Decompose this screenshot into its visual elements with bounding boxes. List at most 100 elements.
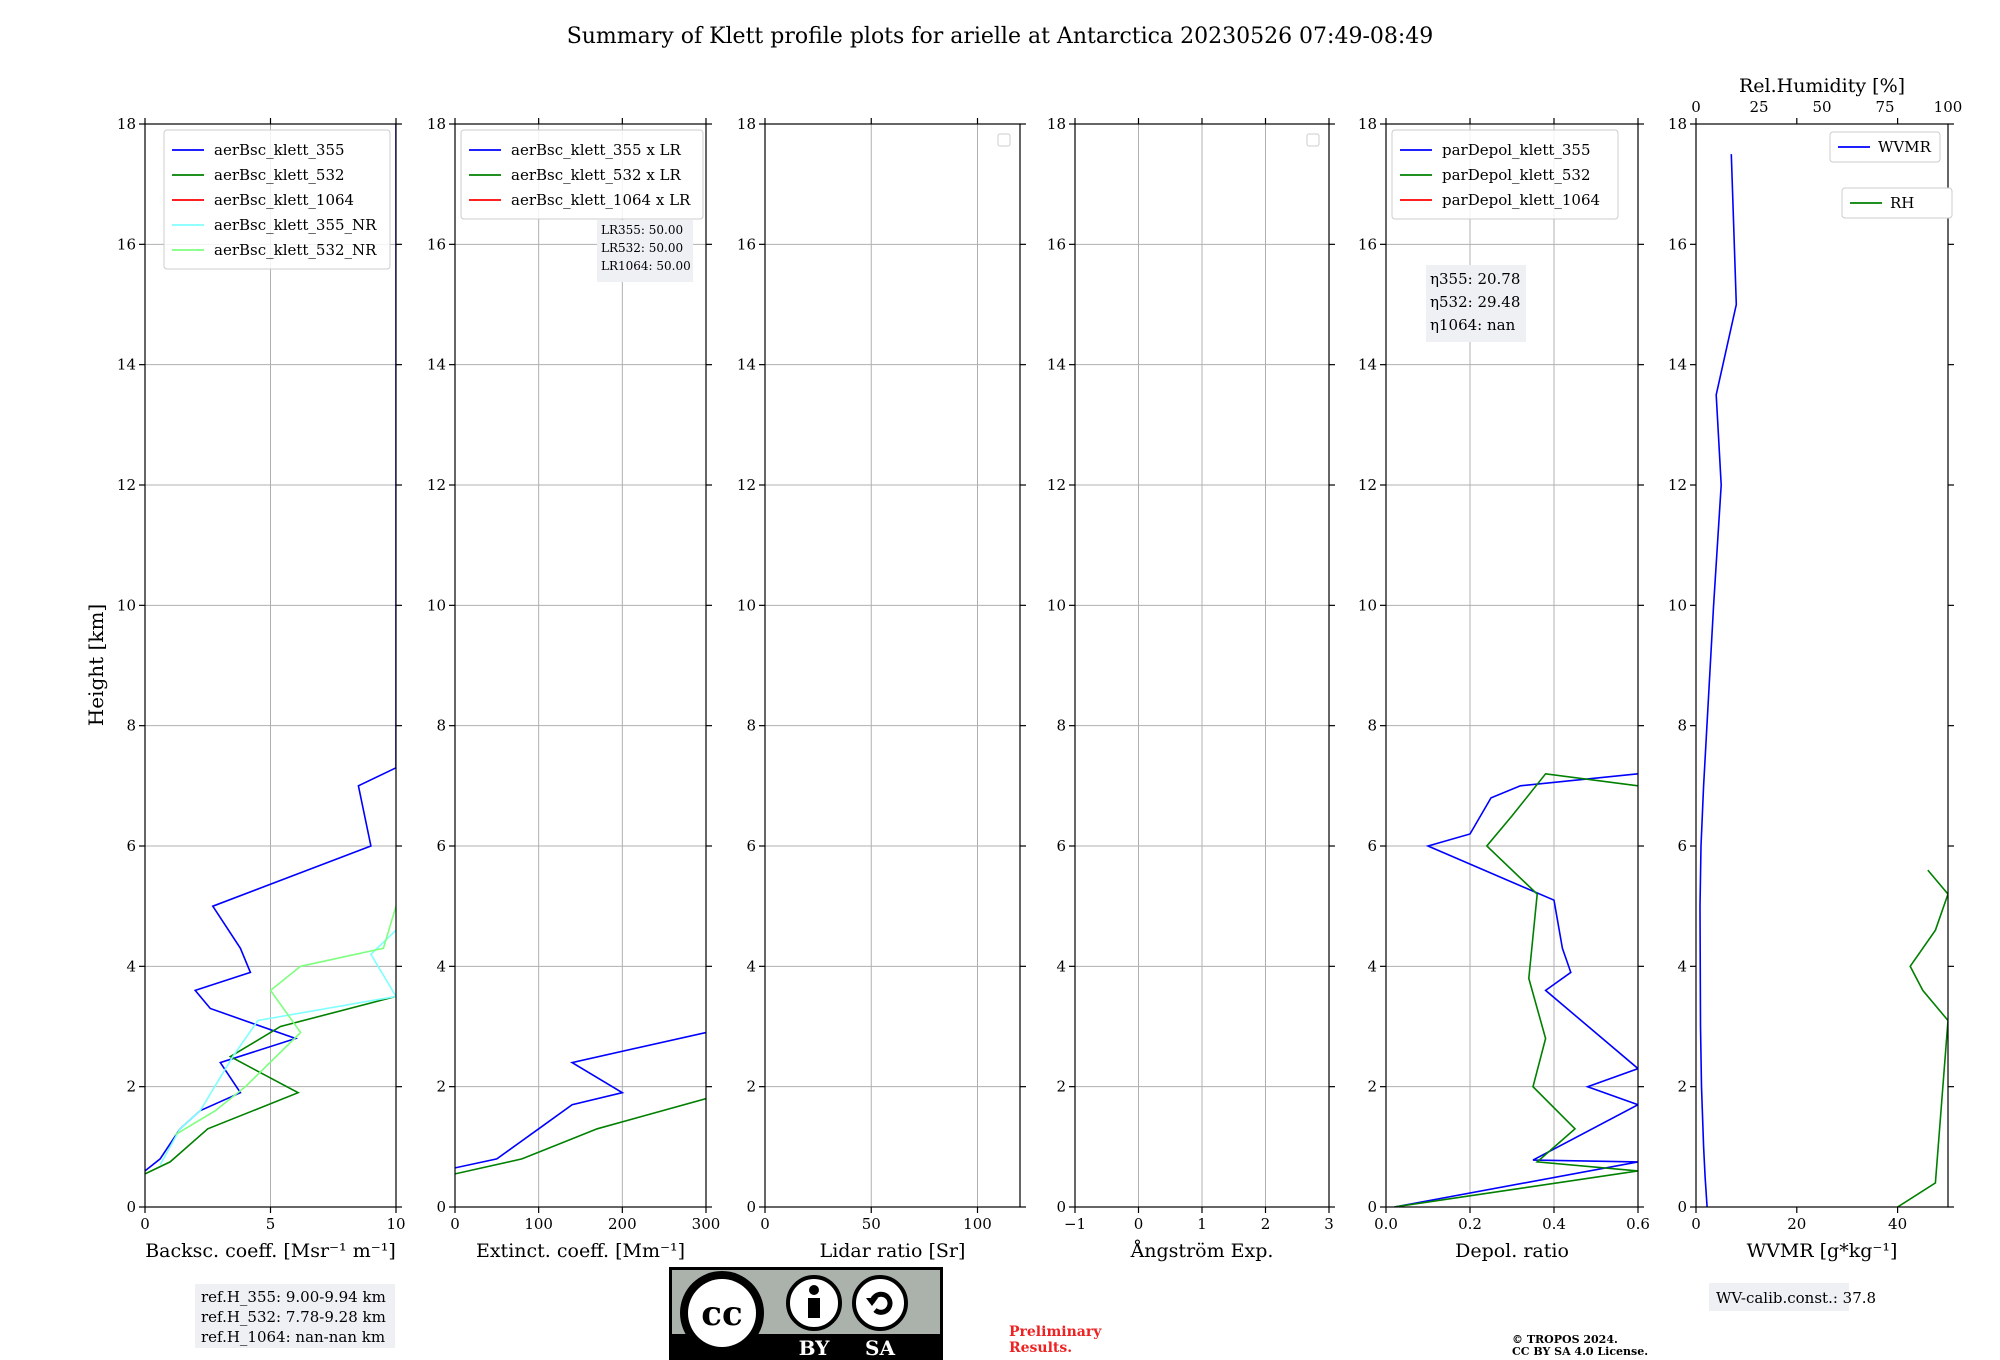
y-tick-label: 8 <box>126 717 136 735</box>
reference-line-1064: ref.H_1064: nan-nan km <box>201 1328 385 1346</box>
y-tick-label: 16 <box>117 235 136 253</box>
x2-tick-label: 75 <box>1875 98 1894 116</box>
series-line-WVMR <box>1699 154 1738 1207</box>
y-tick-label: 0 <box>126 1198 136 1216</box>
y-tick-label: 4 <box>1056 957 1066 975</box>
y-tick-label: 16 <box>1047 235 1066 253</box>
annotation-line: LR532: 50.00 <box>601 241 683 255</box>
preliminary-label-line1: Preliminary <box>1009 1324 1102 1340</box>
y-tick-label: 14 <box>427 356 446 374</box>
legend-entry: parDepol_klett_355 <box>1442 141 1591 159</box>
axes-frame <box>764 123 1021 1208</box>
x-tick-label: 0.4 <box>1542 1215 1566 1233</box>
y-tick-label: 12 <box>1668 476 1687 494</box>
y-tick-label: 16 <box>427 235 446 253</box>
x-tick-label: 2 <box>1261 1215 1271 1233</box>
x-tick-label: 100 <box>524 1215 553 1233</box>
x2-tick-label: 50 <box>1812 98 1831 116</box>
x-tick-label: 40 <box>1888 1215 1907 1233</box>
y-tick-label: 18 <box>1047 115 1066 133</box>
preliminary-label-line2: Results. <box>1009 1340 1072 1356</box>
x-tick-label: 0 <box>1691 1215 1701 1233</box>
legend-entry: WVMR <box>1878 138 1932 156</box>
y-tick-label: 2 <box>436 1078 446 1096</box>
reference-heights-box: ref.H_355: 9.00-9.94 km ref.H_532: 7.78-… <box>195 1284 395 1348</box>
y-tick-label: 14 <box>1358 356 1377 374</box>
series-line-aerBsc_klett_355_NR <box>159 929 396 1166</box>
y-tick-label: 6 <box>1677 837 1687 855</box>
y-tick-label: 0 <box>436 1198 446 1216</box>
y-tick-label: 0 <box>746 1198 756 1216</box>
series-line-aerBsc_klett_532 <box>145 995 396 1175</box>
y-tick-label: 8 <box>1677 717 1687 735</box>
series-group <box>145 124 396 1175</box>
figure-title: Summary of Klett profile plots for ariel… <box>567 24 1434 49</box>
y-tick-label: 12 <box>117 476 136 494</box>
axes-frame <box>1385 123 1639 1208</box>
x2-tick-label: 100 <box>1934 98 1963 116</box>
wv-calibration-text: WV-calib.const.: 37.8 <box>1716 1289 1876 1307</box>
legend-entry: aerBsc_klett_355 x LR <box>511 141 682 159</box>
x-tick-label: 0.2 <box>1458 1215 1482 1233</box>
x2-tick-label: 0 <box>1691 98 1701 116</box>
x-tick-label: 10 <box>386 1215 405 1233</box>
annotation-line: η532: 29.48 <box>1430 293 1520 311</box>
legend-entry: parDepol_klett_532 <box>1442 166 1591 184</box>
y-tick-label: 8 <box>1056 717 1066 735</box>
y-tick-label: 12 <box>427 476 446 494</box>
annotation-box <box>1426 265 1526 342</box>
y-tick-label: 6 <box>436 837 446 855</box>
y-tick-label: 6 <box>1056 837 1066 855</box>
y-tick-label: 18 <box>1668 115 1687 133</box>
copyright-line2: CC BY SA 4.0 License. <box>1512 1345 1648 1358</box>
x-tick-label: 0 <box>760 1215 770 1233</box>
y-tick-label: 14 <box>1047 356 1066 374</box>
axes-frame <box>454 123 707 1208</box>
x-axis-label: Ångström Exp. <box>1130 1240 1274 1262</box>
legend-entry: aerBsc_klett_532 x LR <box>511 166 682 184</box>
y-tick-label: 10 <box>427 596 446 614</box>
y-tick-label: 4 <box>1677 957 1687 975</box>
series-line-aerBsc_klett_355 x LR <box>455 1031 706 1169</box>
legend-entry: parDepol_klett_1064 <box>1442 191 1600 209</box>
y-tick-label: 16 <box>1668 235 1687 253</box>
y-tick-label: 12 <box>1047 476 1066 494</box>
legend-entry: aerBsc_klett_532_NR <box>214 241 377 259</box>
y-tick-label: 18 <box>117 115 136 133</box>
legend-box <box>1841 187 1953 219</box>
y-tick-label: 2 <box>1367 1078 1377 1096</box>
y-tick-label: 14 <box>117 356 136 374</box>
y-tick-label: 18 <box>427 115 446 133</box>
y-tick-label: 4 <box>126 957 136 975</box>
panel-lidar_ratio: 0 2 4 6 8 10 12 14 16 18 0 50 100 Lidar ratio [Sr] <box>737 115 1026 1262</box>
series-group <box>455 1031 706 1175</box>
series-group <box>1699 154 1948 1207</box>
y-tick-label: 10 <box>1047 596 1066 614</box>
y-tick-label: 18 <box>1358 115 1377 133</box>
y-tick-label: 12 <box>737 476 756 494</box>
y-tick-label: 14 <box>737 356 756 374</box>
empty-legend-box <box>997 133 1011 147</box>
axes-frame <box>1695 123 1949 1208</box>
y-tick-label: 2 <box>1056 1078 1066 1096</box>
y-tick-label: 8 <box>1367 717 1377 735</box>
copyright-line1: © TROPOS 2024. <box>1512 1333 1618 1346</box>
share-alike-icon <box>852 1275 908 1331</box>
y-tick-label: 2 <box>746 1078 756 1096</box>
series-line-aerBsc_klett_532 x LR <box>455 1097 706 1175</box>
x-tick-label: 0 <box>1134 1215 1144 1233</box>
x-axis-label: Backsc. coeff. [Msr⁻¹ m⁻¹] <box>145 1240 396 1262</box>
y-tick-label: 14 <box>1668 356 1687 374</box>
annotation-line: η1064: nan <box>1430 316 1516 334</box>
y-tick-label: 18 <box>737 115 756 133</box>
y-tick-label: 10 <box>1358 596 1377 614</box>
y-tick-label: 4 <box>436 957 446 975</box>
cc-license-badge: cc BY SA <box>669 1267 943 1360</box>
legend-entry: aerBsc_klett_1064 x LR <box>511 191 691 209</box>
legend-entry: RH <box>1890 194 1914 212</box>
y-tick-label: 0 <box>1677 1198 1687 1216</box>
